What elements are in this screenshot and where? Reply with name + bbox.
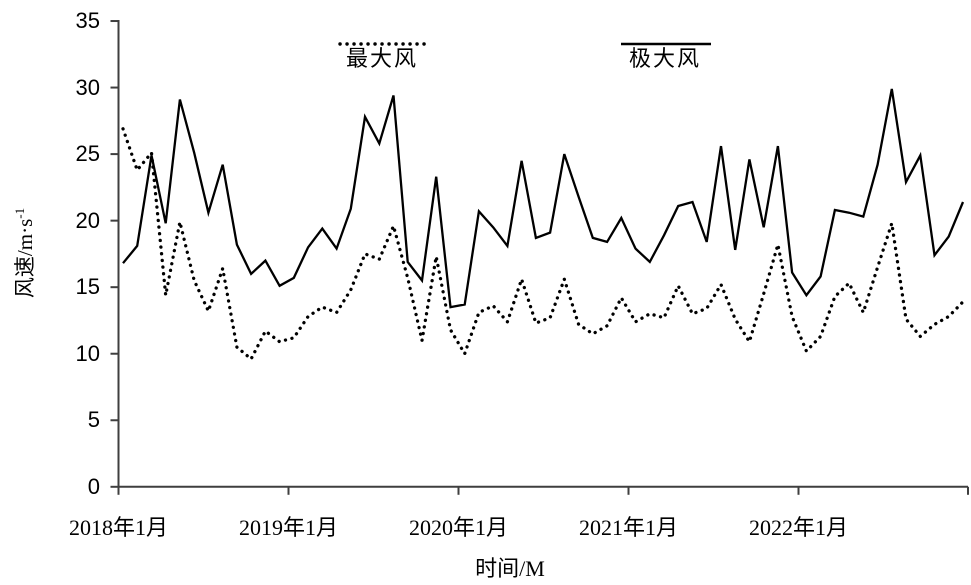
series-max-wind-line [121,127,965,361]
x-tick-label: 2019年1月 [238,515,338,540]
x-tick-label: 2020年1月 [408,515,508,540]
solid-line-sample-icon [621,42,711,46]
legend-label-extreme-wind: 极大风 [629,46,702,71]
legend-item-extreme-wind[interactable]: 极大风 [620,40,711,74]
y-tick-label: 5 [87,407,100,433]
chart-legend: 最大风 极大风 [0,40,971,74]
legend-item-max-wind[interactable]: 最大风 [337,40,428,74]
x-tick-label: 2021年1月 [578,515,678,540]
x-tick-label: 2018年1月 [68,515,168,540]
y-axis-title: 风速/m·s-1 [9,153,39,353]
y-tick-label: 20 [75,207,100,233]
y-tick-label: 15 [75,274,100,300]
legend-label-max-wind: 最大风 [346,46,419,71]
dotted-line-sample-icon [338,42,428,46]
series-extreme-wind-line [122,88,965,309]
y-axis-title-exponent: -1 [12,207,27,219]
x-axis-title: 时间/M [475,556,545,581]
y-tick-label: 30 [75,74,100,100]
x-tick-label: 2022年1月 [748,515,848,540]
y-tick-label: 25 [75,141,100,167]
y-tick-label: 35 [75,8,100,34]
y-tick-label: 10 [75,340,100,366]
y-axis-title-text: 风速/m·s [13,218,37,299]
y-tick-label: 0 [87,473,100,499]
